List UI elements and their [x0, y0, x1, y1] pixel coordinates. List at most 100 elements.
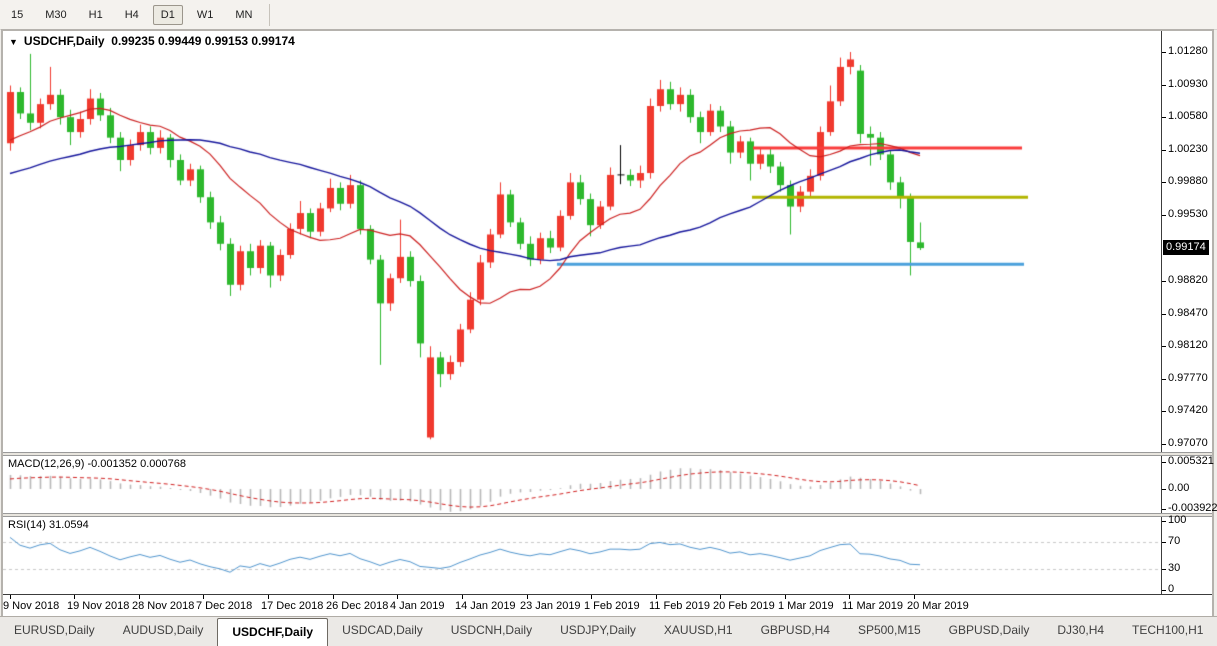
tab-tech100-h1[interactable]: TECH100,H1: [1132, 623, 1204, 637]
date-tick-mark: [397, 595, 398, 599]
chart-title-ohlc: 0.99235 0.99449 0.99153 0.99174: [111, 34, 295, 48]
price-tick-label: 0.97070: [1168, 437, 1208, 449]
price-tick-label: 0.98120: [1168, 339, 1208, 351]
date-tick-mark: [268, 595, 269, 599]
tab-eurusd-daily[interactable]: EURUSD,Daily: [14, 623, 95, 637]
macd-pane: MACD(12,26,9) -0.001352 0.000768 0.00532…: [3, 455, 1217, 514]
axis-tick-mark: [1162, 509, 1166, 510]
pane-splitter[interactable]: [3, 452, 1212, 456]
tab-gbpusd-daily[interactable]: GBPUSD,Daily: [948, 623, 1030, 637]
date-tick-mark: [333, 595, 334, 599]
date-label: 28 Nov 2018: [132, 600, 195, 612]
axis-tick-mark: [1162, 462, 1166, 463]
pane-splitter[interactable]: [3, 513, 1212, 517]
candlestick-canvas[interactable]: [3, 31, 1161, 452]
timeframe-button-mn[interactable]: MN: [235, 8, 253, 21]
date-tick-mark: [656, 595, 657, 599]
tab-usdchf-daily[interactable]: USDCHF,Daily: [217, 618, 329, 646]
one-click-expand-icon[interactable]: ▼: [9, 37, 18, 47]
rsi-tick-label: 100: [1168, 514, 1187, 526]
date-tick-mark: [720, 595, 721, 599]
timeframe-button-15[interactable]: 15: [11, 8, 24, 21]
tab-audusd-daily[interactable]: AUDUSD,Daily: [122, 623, 204, 637]
axis-tick-mark: [1162, 314, 1166, 315]
timeframe-button-d1[interactable]: D1: [152, 4, 183, 25]
date-tick-mark: [591, 595, 592, 599]
price-plot-area[interactable]: [3, 31, 1162, 452]
axis-tick-mark: [1162, 117, 1166, 118]
rsi-canvas[interactable]: [3, 517, 1161, 594]
macd-tick-label: -0.003922: [1168, 502, 1217, 514]
date-tick-mark: [849, 595, 850, 599]
timeframe-button-m30[interactable]: M30: [45, 8, 67, 21]
price-tick-label: 1.00930: [1168, 78, 1208, 90]
date-label: 4 Jan 2019: [390, 600, 445, 612]
date-label: 26 Dec 2018: [326, 600, 389, 612]
tab-usdjpy-daily[interactable]: USDJPY,Daily: [560, 623, 636, 637]
chart-title: ▼ USDCHF,Daily 0.99235 0.99449 0.99153 0.…: [9, 34, 295, 48]
price-tick-label: 0.98820: [1168, 274, 1208, 286]
axis-tick-mark: [1162, 444, 1166, 445]
rsi-tick-label: 30: [1168, 562, 1181, 574]
toolbar-separator: [269, 3, 271, 26]
price-pane: ▼ USDCHF,Daily 0.99235 0.99449 0.99153 0.…: [3, 31, 1212, 452]
date-label: 14 Jan 2019: [455, 600, 516, 612]
timeframe-toolbar: 15 M30 H1 H4 D1 W1 MN: [0, 0, 1217, 30]
price-tick-label: 1.00580: [1168, 110, 1208, 122]
axis-tick-mark: [1162, 521, 1166, 522]
rsi-pane: RSI(14) 31.0594 100 70 30 0: [3, 514, 1212, 595]
current-price-label: 0.99174: [1163, 240, 1209, 255]
axis-tick-mark: [1162, 590, 1166, 591]
axis-tick-mark: [1162, 489, 1166, 490]
chart-window: ▼ USDCHF,Daily 0.99235 0.99449 0.99153 0.…: [1, 29, 1217, 618]
price-tick-label: 0.99530: [1168, 208, 1208, 220]
axis-tick-mark: [1162, 411, 1166, 412]
date-tick-mark: [203, 595, 204, 599]
macd-tick-label: 0.005321: [1168, 455, 1214, 467]
axis-tick-mark: [1162, 85, 1166, 86]
date-label: 19 Nov 2018: [67, 600, 130, 612]
date-label: 23 Jan 2019: [520, 600, 581, 612]
axis-tick-mark: [1162, 379, 1166, 380]
timeframe-button-h4[interactable]: H4: [124, 8, 139, 21]
tab-sp500-m15[interactable]: SP500,M15: [857, 623, 921, 637]
axis-tick-mark: [1162, 150, 1166, 151]
date-label: 7 Dec 2018: [196, 600, 253, 612]
rsi-tick-label: 0: [1168, 583, 1175, 595]
date-axis[interactable]: 9 Nov 2018 19 Nov 2018 28 Nov 2018 7 Dec 20…: [3, 594, 1212, 617]
date-tick-mark: [527, 595, 528, 599]
date-tick-mark: [10, 595, 11, 599]
price-tick-label: 1.01280: [1168, 45, 1208, 57]
date-label: 11 Mar 2019: [842, 600, 903, 612]
tab-gbpusd-h4[interactable]: GBPUSD,H4: [760, 623, 830, 637]
date-label: 20 Feb 2019: [713, 600, 775, 612]
rsi-tick-label: 70: [1168, 535, 1181, 547]
chart-title-symbol: USDCHF,Daily: [23, 34, 105, 48]
axis-tick-mark: [1162, 281, 1166, 282]
date-tick-mark: [785, 595, 786, 599]
tab-xauusd-h1[interactable]: XAUUSD,H1: [663, 623, 733, 637]
rsi-label: RSI(14) 31.0594: [8, 519, 89, 531]
axis-tick-mark: [1162, 182, 1166, 183]
rsi-plot-area[interactable]: [3, 517, 1162, 594]
date-label: 1 Feb 2019: [584, 600, 640, 612]
macd-tick-label: 0.00: [1168, 482, 1190, 494]
date-label: 20 Mar 2019: [907, 600, 969, 612]
date-label: 9 Nov 2018: [3, 600, 60, 612]
macd-label: MACD(12,26,9) -0.001352 0.000768: [8, 458, 186, 470]
tab-usdcad-daily[interactable]: USDCAD,Daily: [342, 623, 423, 637]
macd-plot-area[interactable]: [3, 456, 1162, 513]
date-tick-mark: [74, 595, 75, 599]
timeframe-button-h1[interactable]: H1: [88, 8, 103, 21]
tab-usdcnh-daily[interactable]: USDCNH,Daily: [450, 623, 533, 637]
price-tick-label: 1.00230: [1168, 143, 1208, 155]
price-tick-label: 0.97420: [1168, 404, 1208, 416]
price-tick-label: 0.98470: [1168, 307, 1208, 319]
timeframe-button-w1[interactable]: W1: [196, 8, 214, 21]
price-tick-label: 0.99880: [1168, 175, 1208, 187]
macd-canvas[interactable]: [3, 456, 1161, 513]
tab-dj30-h4[interactable]: DJ30,H4: [1057, 623, 1105, 637]
axis-tick-mark: [1162, 569, 1166, 570]
axis-tick-mark: [1162, 52, 1166, 53]
price-tick-label: 0.97770: [1168, 372, 1208, 384]
